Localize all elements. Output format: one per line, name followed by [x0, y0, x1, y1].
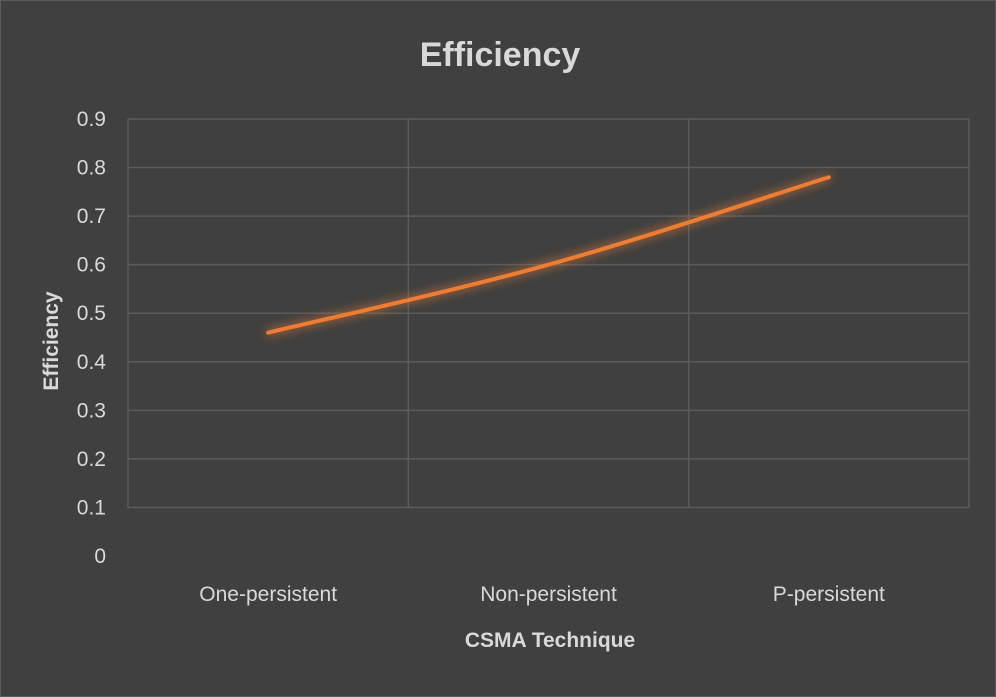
y-axis-title: Efficiency — [40, 291, 63, 391]
x-tick-label: One-persistent — [199, 583, 337, 606]
y-axis-ticks: 0 0.1 0.2 0.3 0.4 0.5 0.6 0.7 0.8 0.9 — [77, 108, 107, 568]
y-tick-label: 0.9 — [77, 108, 106, 131]
x-tick-label: P-persistent — [773, 583, 885, 606]
y-tick-label: 0.2 — [77, 448, 106, 471]
x-axis-title: CSMA Technique — [465, 629, 635, 652]
series-line — [266, 175, 831, 335]
y-tick-label: 0.3 — [77, 399, 106, 422]
y-tick-label: 0.7 — [77, 205, 106, 228]
gridlines — [127, 118, 970, 509]
series-layer — [266, 175, 831, 335]
y-tick-label: 0.5 — [77, 302, 106, 325]
y-tick-label: 0.6 — [77, 254, 106, 277]
chart-title: Efficiency — [420, 36, 581, 74]
y-tick-label: 0.8 — [77, 157, 106, 180]
x-tick-label: Non-persistent — [480, 583, 617, 606]
y-tick-label: 0.1 — [77, 496, 106, 519]
x-axis-ticks: One-persistent Non-persistent P-persistent — [199, 583, 885, 606]
y-tick-label: 0.4 — [77, 351, 107, 374]
y-tick-label: 0 — [94, 545, 106, 568]
